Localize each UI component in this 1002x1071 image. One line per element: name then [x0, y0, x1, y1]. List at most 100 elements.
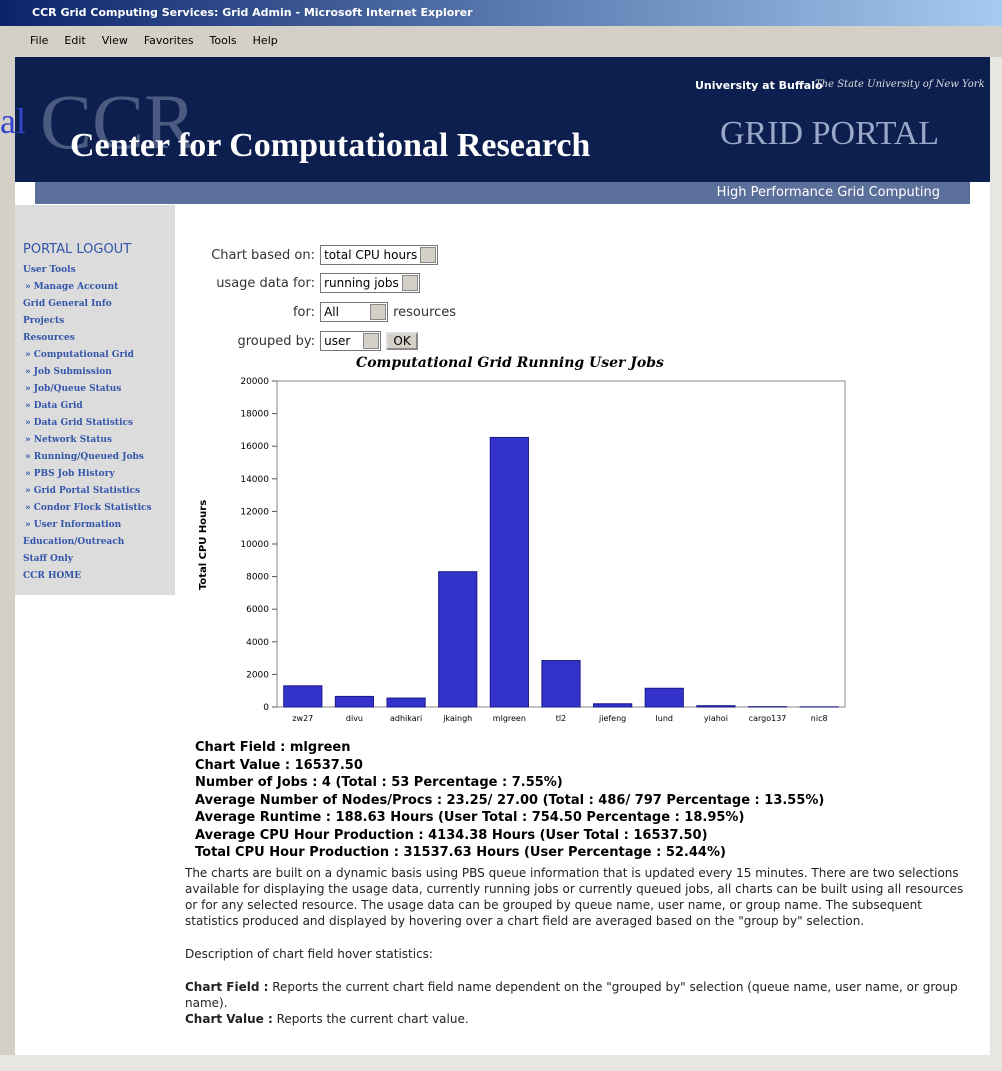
nav-link[interactable]: » Manage Account: [25, 282, 119, 292]
bar: [593, 703, 633, 708]
stat-line: Number of Jobs : 4 (Total : 53 Percentag…: [195, 775, 563, 790]
nav-link[interactable]: » Job Submission: [25, 367, 112, 377]
x-tick-label: yiahoi: [704, 714, 728, 723]
y-tick-label: 16000: [240, 442, 269, 452]
nav-link[interactable]: » Condor Flock Statistics: [25, 503, 152, 513]
y-tick-label: 2000: [246, 670, 269, 680]
menu-item[interactable]: Favorites: [143, 34, 194, 47]
x-tick-label: zw27: [292, 714, 313, 723]
bar: [334, 695, 375, 708]
nav-link[interactable]: » PBS Job History: [25, 469, 115, 479]
stat-line: Total CPU Hour Production : 31537.63 Hou…: [195, 845, 726, 860]
y-tick-label: 10000: [240, 540, 269, 550]
nav-link[interactable]: Grid General Info: [23, 299, 112, 309]
ok-button[interactable]: OK: [386, 332, 418, 350]
vertical-scrollbar[interactable]: [990, 57, 1002, 1055]
stat-line: Chart Field : mlgreen: [195, 740, 351, 755]
select[interactable]: total CPU hours: [320, 245, 439, 265]
select[interactable]: user: [320, 331, 382, 351]
tagline: High Performance Grid Computing: [35, 182, 970, 204]
center-name: Center for Computational Research: [70, 127, 591, 164]
menu-item[interactable]: Help: [252, 34, 278, 47]
stats: Chart Field : mlgreen Chart Value : 16537…: [195, 739, 824, 862]
chart: Computational Grid Running User Jobs Tot…: [198, 355, 846, 723]
label: Chart based on:: [211, 248, 315, 263]
bar: [541, 660, 581, 708]
nav-link[interactable]: PORTAL LOGOUT: [23, 242, 132, 257]
nav-link[interactable]: User Tools: [23, 265, 76, 275]
horizontal-scrollbar[interactable]: [0, 1055, 1002, 1071]
select[interactable]: All: [320, 302, 388, 322]
definition: Chart Field : Reports the current chart …: [185, 979, 975, 1011]
definition-text: Reports the current chart field name dep…: [185, 980, 958, 1010]
y-tick-label: 6000: [246, 605, 269, 615]
nav-link[interactable]: Projects: [23, 316, 65, 326]
logo: CCR: [40, 78, 197, 165]
description: The charts are built on a dynamic basis …: [185, 865, 975, 1027]
nav-link[interactable]: » Network Status: [25, 435, 112, 445]
stray-text: al: [0, 101, 26, 141]
x-tick-label: adhikari: [390, 714, 422, 723]
nav-link[interactable]: » Computational Grid: [25, 350, 134, 360]
definition: Chart Value : Reports the current chart …: [185, 1011, 975, 1027]
menu-item[interactable]: Tools: [209, 34, 237, 47]
nav-link[interactable]: » Grid Portal Statistics: [25, 486, 141, 496]
x-tick-label: mlgreen: [493, 714, 526, 723]
paragraph: Description of chart field hover statist…: [185, 947, 433, 961]
x-tick-label: cargo137: [749, 714, 787, 723]
stat-line: Average Runtime : 188.63 Hours (User Tot…: [195, 810, 745, 825]
y-axis-label: Total CPU Hours: [198, 500, 209, 590]
bar: [283, 685, 323, 708]
y-tick-label: 14000: [240, 475, 269, 485]
label: grouped by:: [237, 334, 315, 349]
x-tick-label: divu: [346, 714, 363, 723]
header: University at Buffalo The State Universi…: [15, 57, 990, 182]
definitions: Chart Field : Reports the current chart …: [185, 979, 975, 1027]
label: usage data for:: [216, 276, 315, 291]
definition-text: Reports the current chart value.: [276, 1012, 469, 1026]
bar: [489, 436, 529, 708]
x-tick-label: jkaingh: [442, 714, 472, 723]
x-tick-label: nic8: [811, 714, 828, 723]
nav-link[interactable]: CCR HOME: [23, 571, 82, 581]
nav-link[interactable]: » User Information: [25, 520, 122, 530]
y-tick-label: 18000: [240, 410, 269, 420]
bar: [438, 571, 478, 708]
x-tick-label: tl2: [556, 714, 566, 723]
sidebar: PORTAL LOGOUT User Tools » Manage Account G…: [15, 205, 175, 595]
paragraph: The charts are built on a dynamic basis …: [185, 866, 964, 928]
stat-line: Average Number of Nodes/Procs : 23.25/ 2…: [195, 792, 825, 808]
window-title: CCR Grid Computing Services: Grid Admin …: [0, 0, 1002, 26]
x-tick-label: jiefeng: [598, 714, 626, 723]
nav-link[interactable]: » Data Grid Statistics: [25, 418, 134, 428]
university: University at Buffalo: [695, 79, 823, 92]
y-tick-label: 4000: [246, 638, 269, 648]
nav-link[interactable]: » Data Grid: [25, 401, 83, 411]
menu-item[interactable]: Edit: [64, 34, 86, 47]
menu-item[interactable]: View: [101, 34, 128, 47]
menu-bar: File Edit View Favorites Tools Help: [0, 28, 1002, 54]
bar: [696, 705, 736, 708]
y-tick-label: 20000: [240, 377, 269, 387]
label: for:: [292, 305, 315, 320]
y-tick-label: 0: [263, 703, 269, 713]
select[interactable]: running jobs: [320, 273, 420, 293]
y-tick-label: 8000: [246, 573, 269, 583]
term: Chart Field :: [185, 980, 269, 994]
chart-title: Computational Grid Running User Jobs: [356, 355, 664, 371]
stat-line: Average CPU Hour Production : 4134.38 Ho…: [195, 827, 708, 843]
nav-link[interactable]: Staff Only: [23, 554, 74, 564]
bar: [644, 687, 684, 708]
term: Chart Value :: [185, 1012, 273, 1026]
nav-link[interactable]: » Job/Queue Status: [25, 384, 122, 394]
bar: [386, 697, 426, 708]
nav-link[interactable]: Resources: [23, 333, 75, 343]
menu-item[interactable]: File: [30, 34, 49, 47]
portal-name: GRID PORTAL: [720, 115, 940, 152]
viewport: University at Buffalo The State Universi…: [15, 57, 990, 1055]
nav-link[interactable]: » Running/Queued Jobs: [25, 452, 144, 462]
nav-link[interactable]: Education/Outreach: [23, 537, 125, 547]
x-tick-label: lund: [656, 714, 673, 723]
